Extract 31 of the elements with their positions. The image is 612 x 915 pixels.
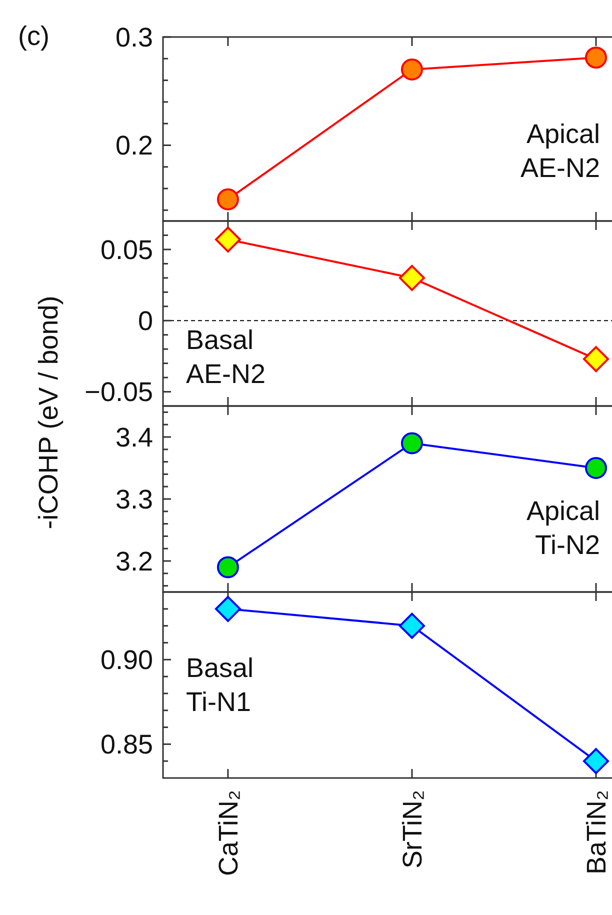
annotation: Basal Ti-N1	[186, 653, 254, 717]
point	[400, 58, 423, 80]
point	[583, 748, 609, 774]
y-tick-label: 0.3	[115, 22, 153, 52]
point	[398, 612, 425, 639]
point	[216, 556, 239, 578]
y-axis-title: -iCOHP (eV / bond)	[33, 296, 64, 530]
annotation: Basal AE-N2	[186, 325, 266, 389]
y-tick-label: 0.05	[100, 234, 153, 265]
point	[585, 457, 607, 479]
y-tick-label: −0.05	[84, 377, 153, 408]
point	[216, 188, 239, 210]
point	[214, 226, 241, 252]
point	[583, 346, 609, 372]
point	[400, 432, 423, 454]
x-tick-label: BaTiN₂	[581, 790, 612, 874]
y-tick-label: 0	[138, 306, 153, 336]
point	[214, 596, 241, 622]
y-tick-label: 3.4	[115, 422, 153, 452]
x-tick-label: CaTiN₂	[213, 790, 244, 876]
y-tick-label: 3.2	[115, 546, 153, 576]
annotation: Apical Ti-N2	[526, 496, 600, 560]
point	[398, 264, 425, 291]
y-tick-label: 0.90	[100, 645, 153, 676]
y-tick-label: 0.85	[100, 730, 153, 760]
y-tick-label: 0.2	[115, 130, 153, 161]
x-tick-label: SrTiN₂	[397, 790, 428, 868]
chart-title: (c)	[18, 21, 50, 51]
annotation: Apical AE-N2	[520, 119, 600, 183]
y-tick-label: 3.3	[115, 484, 153, 514]
point	[585, 46, 607, 69]
